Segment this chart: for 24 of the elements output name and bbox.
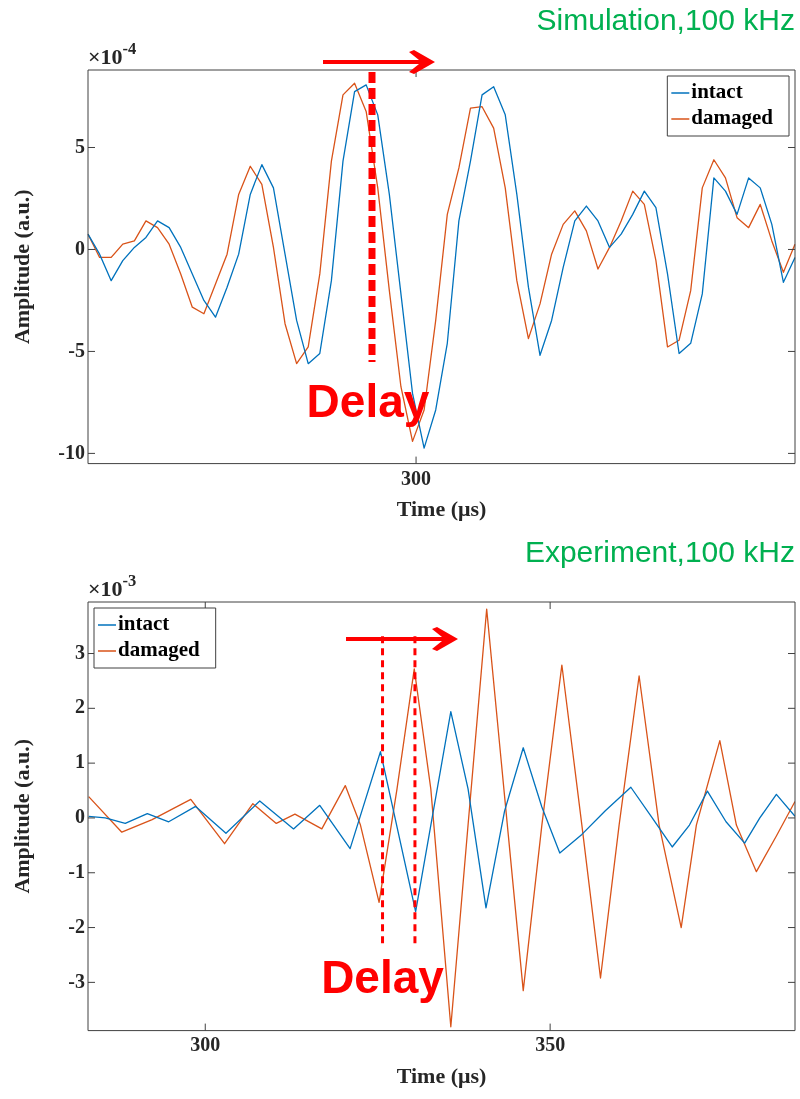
y-tick-label: 3 <box>75 640 85 663</box>
chart-title: Experiment,100 kHz <box>524 535 795 569</box>
ref-line-label: Delay <box>321 950 445 1003</box>
y-tick-label: 5 <box>75 134 85 157</box>
y-tick-label: 0 <box>75 236 85 259</box>
y-tick-label: 1 <box>75 750 85 773</box>
chart-title: Simulation,100 kHz <box>536 3 795 37</box>
y-axis-title: Amplitude (a.u.) <box>8 738 34 894</box>
y-tick-label: -1 <box>68 859 85 882</box>
y-tick-label: -10 <box>58 440 85 463</box>
legend-label: intact <box>691 79 743 104</box>
y-tick-label: 0 <box>75 805 85 828</box>
y-tick-label: -2 <box>68 914 85 937</box>
x-axis-title: Time (μs) <box>396 496 487 522</box>
y-tick-label: -3 <box>68 969 85 992</box>
x-axis-title: Time (μs) <box>396 1063 487 1089</box>
y-axis-title: Amplitude (a.u.) <box>8 189 34 345</box>
y-tick-label: -5 <box>68 338 85 361</box>
text: 300 <box>401 466 432 489</box>
legend-label: damaged <box>118 637 200 662</box>
legend-label: intact <box>118 611 170 636</box>
x-tick-label: 350 <box>535 1032 566 1055</box>
legend-label: damaged <box>691 105 774 130</box>
y-tick-label: 2 <box>75 695 85 718</box>
